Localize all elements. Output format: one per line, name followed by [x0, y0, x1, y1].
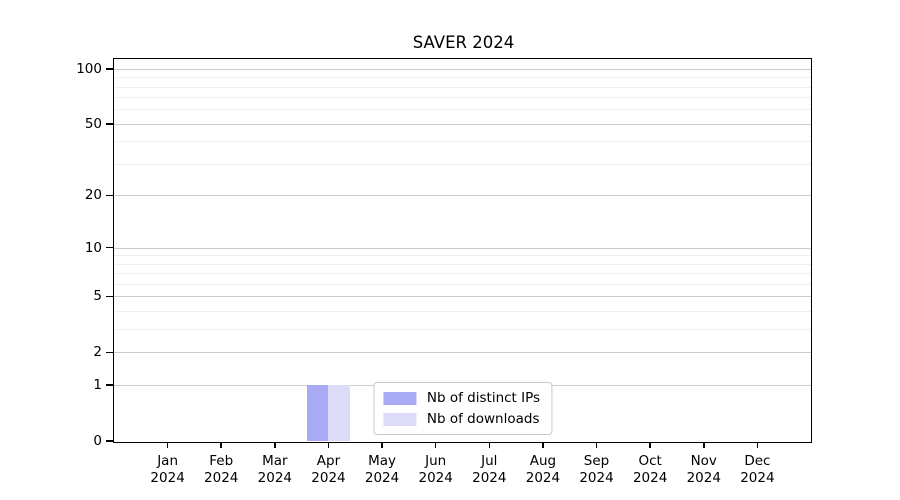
- y-tick-label: 0: [93, 433, 102, 449]
- minor-gridline: [114, 273, 811, 275]
- y-axis-tick: [106, 246, 113, 249]
- y-axis-tick: [106, 351, 113, 354]
- legend-entry: Nb of distinct IPs: [382, 390, 541, 406]
- y-tick-label: 20: [84, 187, 102, 204]
- x-tick-year: 2024: [257, 470, 293, 486]
- plot-area: 0 1 2 5 10 20 50 100 Jan 2024 Feb 2024 Mar 2024 Apr 202…: [76, 58, 812, 486]
- x-tick-month: May: [368, 453, 397, 469]
- x-tick-month: Jun: [425, 453, 447, 469]
- x-tick-month: Oct: [638, 453, 662, 469]
- x-tick-label: Aug 2024: [500, 453, 586, 487]
- x-tick-month: Sep: [583, 453, 610, 469]
- y-tick-label: 5: [93, 288, 102, 305]
- legend-swatch-icon: [382, 412, 416, 426]
- x-axis-tick: [703, 442, 705, 448]
- x-tick-label: May 2024: [339, 453, 425, 487]
- x-axis-tick: [381, 442, 383, 448]
- major-gridline: [114, 352, 811, 354]
- legend-label: Nb of downloads: [426, 411, 540, 427]
- x-tick-year: 2024: [150, 470, 185, 486]
- x-axis-tick: [166, 442, 169, 448]
- x-tick-year: 2024: [686, 470, 721, 486]
- y-tick-label: 2: [93, 344, 102, 361]
- bar-distinct-ips: [306, 385, 329, 441]
- minor-gridline: [114, 97, 811, 99]
- x-tick-month: Aug: [529, 453, 557, 469]
- x-tick-year: 2024: [525, 470, 561, 486]
- y-tick-label: 50: [84, 115, 102, 132]
- x-tick-label: Jan 2024: [125, 453, 211, 487]
- major-gridline: [114, 195, 811, 197]
- x-tick-month: Feb: [209, 453, 234, 469]
- y-tick-label: 1: [93, 377, 102, 394]
- x-axis-tick: [756, 442, 759, 448]
- x-axis-tick: [595, 442, 598, 448]
- x-tick-label: Dec 2024: [714, 453, 800, 487]
- x-tick-year: 2024: [472, 470, 507, 486]
- x-axis-tick: [274, 442, 276, 448]
- x-axis-tick: [327, 442, 330, 448]
- x-tick-label: Jul 2024: [446, 453, 532, 487]
- x-tick-label: Nov 2024: [661, 453, 747, 487]
- y-axis-tick: [106, 384, 113, 386]
- x-tick-label: Mar 2024: [232, 453, 318, 487]
- minor-gridline: [114, 109, 811, 111]
- chart-title: SAVER 2024: [412, 33, 515, 52]
- x-tick-month: Nov: [690, 453, 717, 469]
- x-axis-tick: [649, 442, 651, 448]
- major-gridline: [114, 68, 811, 70]
- x-tick-year: 2024: [740, 470, 775, 486]
- x-axis-tick: [434, 442, 437, 448]
- legend-entry: Nb of downloads: [382, 411, 540, 427]
- x-tick-year: 2024: [579, 470, 614, 486]
- minor-gridline: [114, 141, 811, 143]
- major-gridline: [114, 296, 811, 298]
- x-tick-label: Jun 2024: [393, 453, 479, 487]
- x-tick-month: Mar: [262, 453, 288, 469]
- minor-gridline: [114, 86, 811, 88]
- minor-gridline: [114, 255, 811, 257]
- x-tick-label: Feb 2024: [178, 453, 264, 487]
- x-tick-label: Apr 2024: [285, 453, 371, 487]
- y-axis-tick: [106, 123, 113, 125]
- major-gridline: [114, 123, 811, 125]
- y-axis-tick: [106, 295, 113, 298]
- x-tick-year: 2024: [204, 470, 239, 486]
- major-gridline: [114, 247, 811, 249]
- x-axis-tick: [542, 442, 544, 448]
- bar-downloads: [328, 385, 350, 441]
- y-axis-tick: [106, 194, 113, 197]
- x-tick-label: Oct 2024: [607, 453, 693, 487]
- x-tick-month: Dec: [744, 453, 771, 469]
- x-axis-tick: [220, 442, 222, 448]
- y-tick-label: 100: [76, 60, 102, 77]
- minor-gridline: [114, 77, 811, 79]
- legend-label: Nb of distinct IPs: [426, 390, 541, 406]
- minor-gridline: [114, 329, 811, 331]
- legend: Nb of distinct IPs Nb of downloads: [372, 382, 553, 435]
- legend-swatch-icon: [382, 391, 416, 405]
- y-axis-tick: [106, 440, 113, 442]
- x-tick-year: 2024: [311, 470, 346, 486]
- y-tick-label: 10: [84, 239, 102, 256]
- x-axis-tick: [488, 442, 491, 448]
- x-tick-year: 2024: [632, 470, 668, 486]
- x-tick-month: Apr: [316, 453, 341, 469]
- x-tick-month: Jul: [481, 453, 498, 469]
- x-tick-month: Jan: [157, 453, 179, 469]
- minor-gridline: [114, 284, 811, 286]
- x-tick-year: 2024: [418, 470, 453, 486]
- x-tick-year: 2024: [364, 470, 400, 486]
- minor-gridline: [114, 311, 811, 313]
- minor-gridline: [114, 164, 811, 166]
- minor-gridline: [114, 263, 811, 265]
- y-axis-tick: [106, 68, 113, 70]
- x-tick-label: Sep 2024: [554, 453, 640, 487]
